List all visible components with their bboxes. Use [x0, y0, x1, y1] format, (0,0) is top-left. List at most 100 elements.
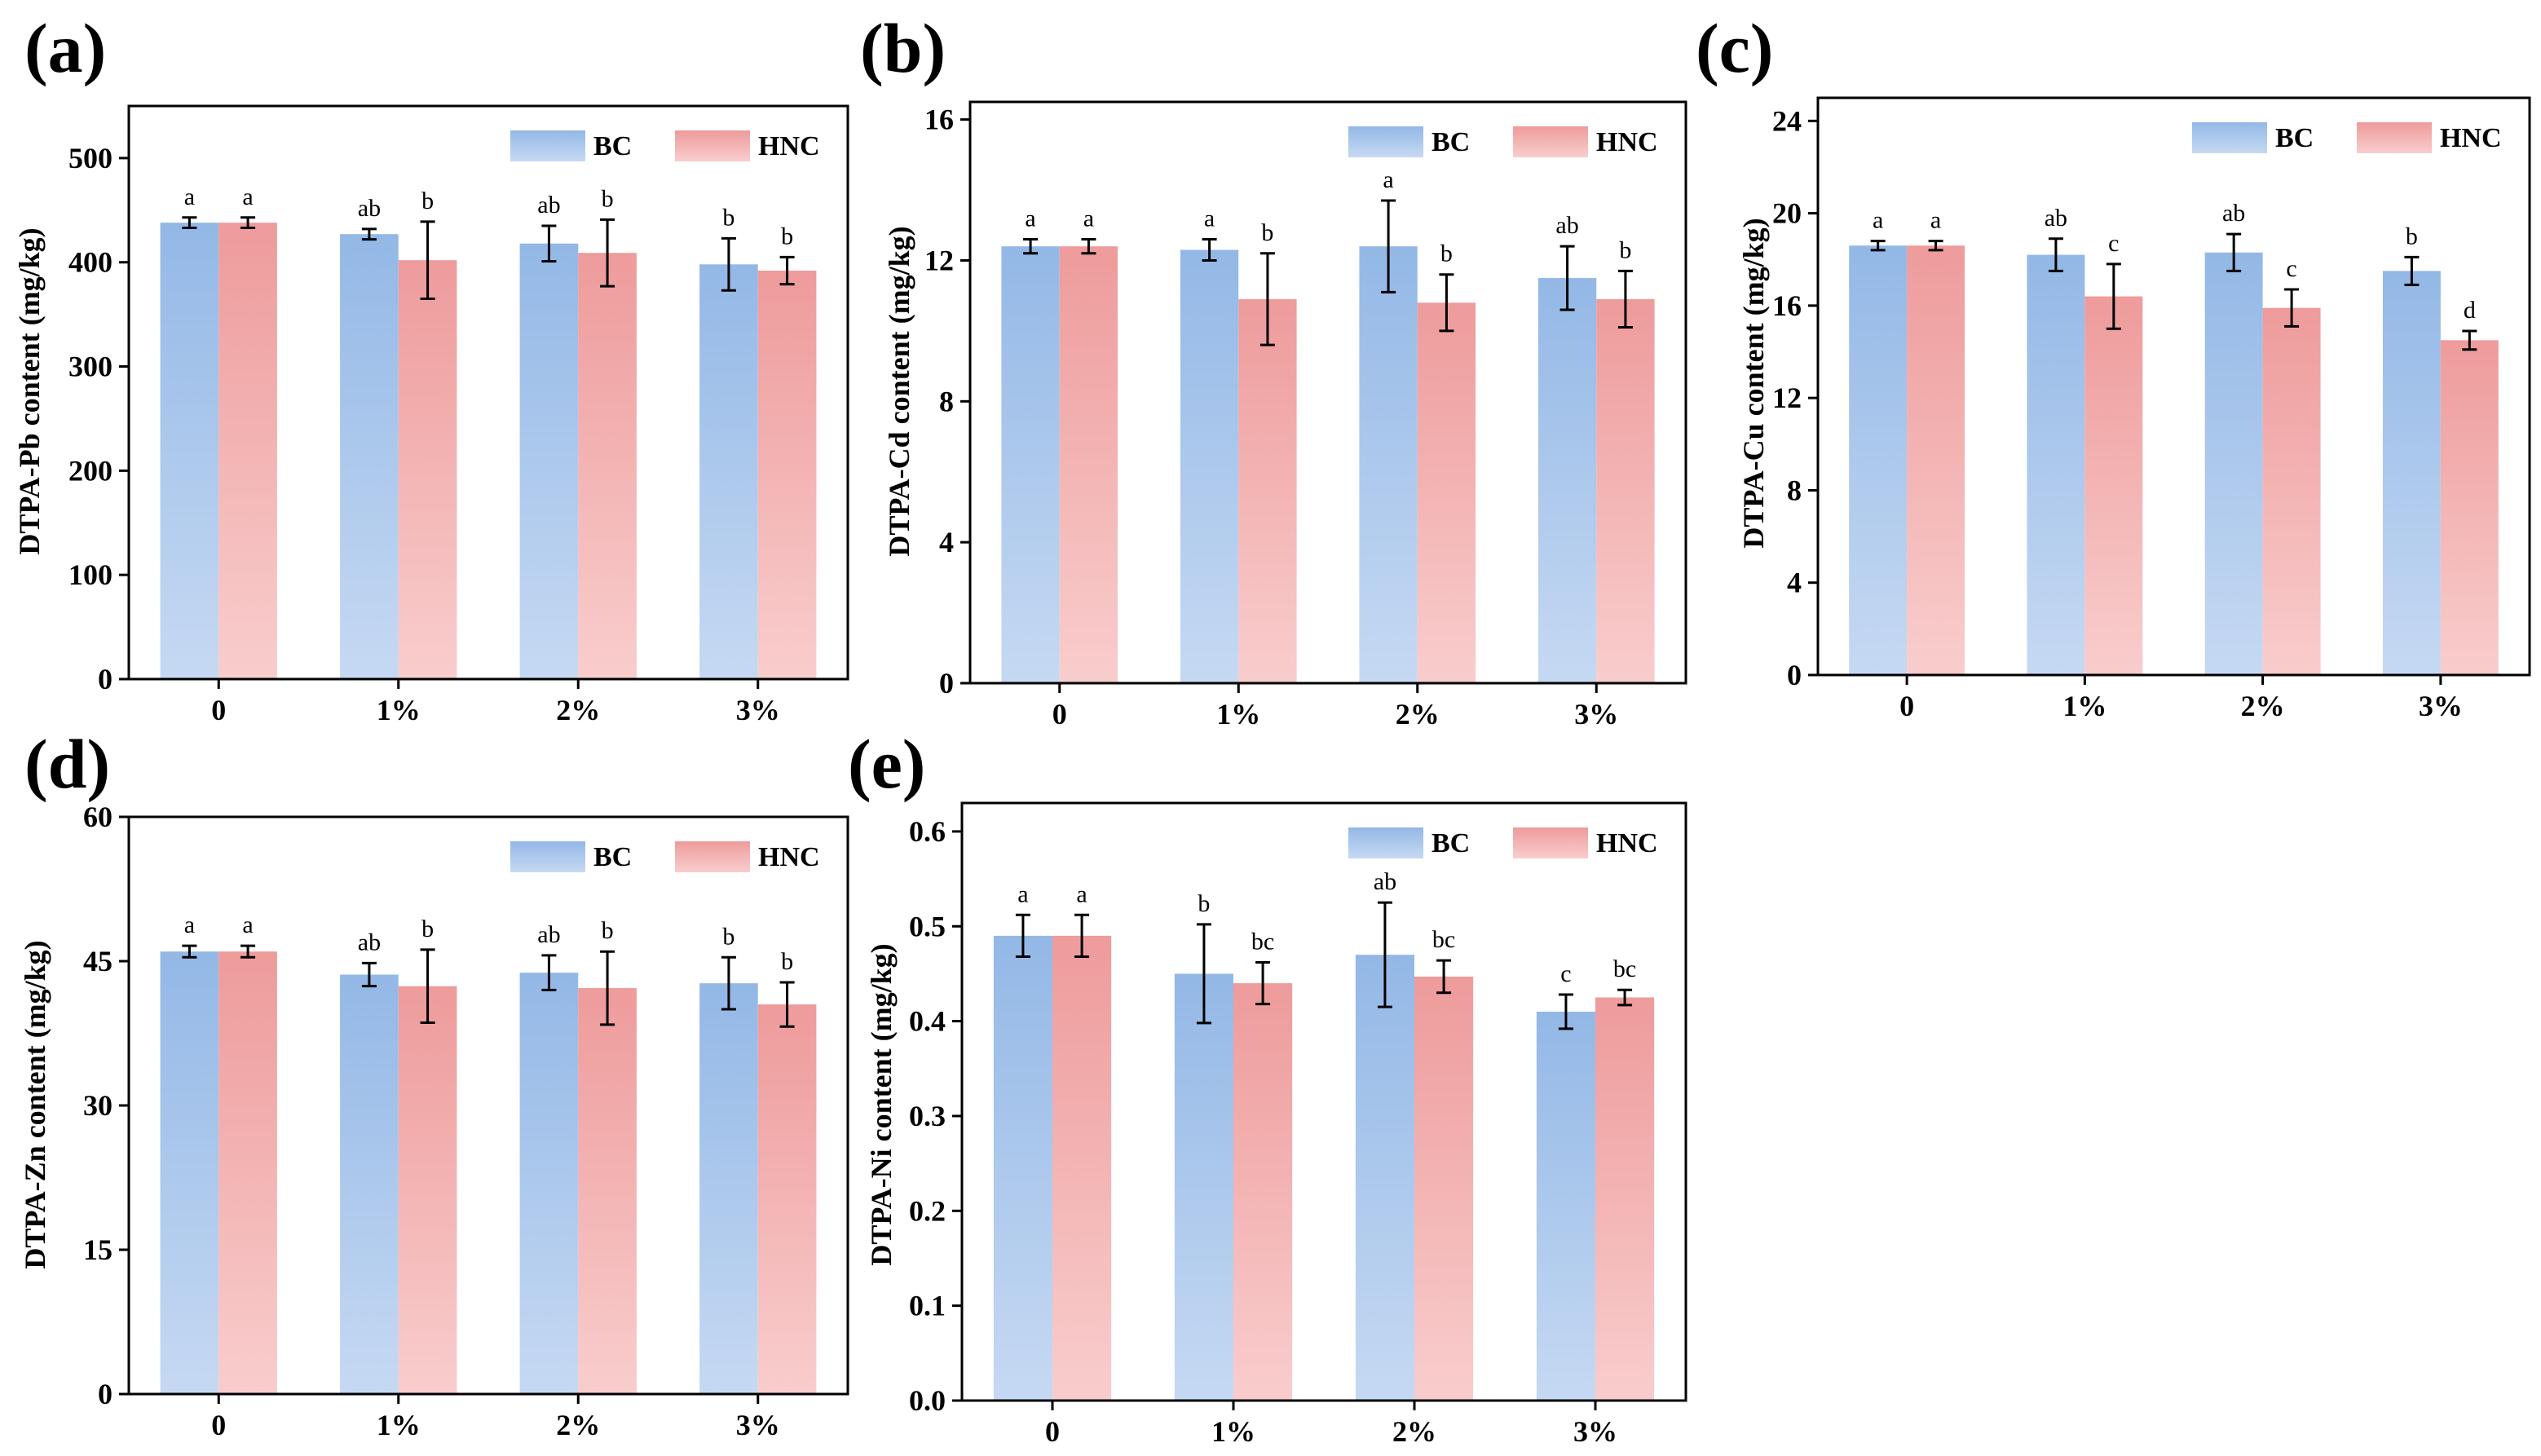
- bar-HNC: [1907, 245, 1965, 675]
- bar-HNC: [1052, 935, 1112, 1401]
- significance-letter: c: [1560, 960, 1571, 987]
- significance-letter: b: [421, 916, 434, 942]
- significance-letter: b: [1261, 219, 1273, 246]
- y-tick-label: 0.2: [909, 1194, 946, 1227]
- legend-swatch-BC: [1348, 827, 1423, 858]
- bar-BC: [2382, 271, 2441, 675]
- significance-letter: bc: [1251, 928, 1274, 955]
- legend-label-HNC: HNC: [2440, 123, 2502, 153]
- significance-letter: b: [781, 223, 793, 249]
- bar-BC: [1355, 955, 1414, 1401]
- legend-label-HNC: HNC: [1596, 828, 1658, 858]
- legend-label-HNC: HNC: [1596, 127, 1658, 157]
- significance-letter: b: [2406, 223, 2418, 249]
- x-tick-label: 1%: [377, 1409, 421, 1441]
- legend-label-BC: BC: [1432, 127, 1470, 157]
- significance-letter: ab: [2222, 200, 2245, 227]
- significance-letter: a: [242, 183, 253, 210]
- legend-swatch-BC: [510, 130, 585, 161]
- y-tick-label: 12: [1772, 382, 1802, 414]
- x-tick-label: 3%: [736, 1409, 780, 1441]
- significance-letter: c: [2108, 230, 2119, 257]
- significance-letter: b: [602, 917, 614, 944]
- significance-letter: a: [1204, 205, 1215, 232]
- significance-letter: c: [2286, 255, 2296, 282]
- legend-swatch-HNC: [675, 130, 750, 161]
- x-tick-label: 3%: [2419, 690, 2463, 722]
- panel-label: (e): [848, 725, 925, 803]
- bar-HNC: [757, 1004, 817, 1394]
- bar-BC: [160, 223, 219, 679]
- y-tick-label: 200: [68, 454, 112, 487]
- y-tick-label: 16: [924, 104, 954, 136]
- x-tick-label: 3%: [736, 694, 780, 726]
- significance-letter: d: [2464, 297, 2476, 324]
- bar-HNC: [398, 986, 457, 1394]
- y-tick-label: 0: [1787, 659, 1802, 691]
- significance-letter: bc: [1432, 926, 1455, 953]
- bar-HNC: [218, 951, 277, 1394]
- bar-BC: [519, 243, 579, 680]
- y-tick-label: 0.1: [909, 1290, 946, 1322]
- significance-letter: a: [1076, 880, 1087, 907]
- significance-letter: b: [722, 204, 735, 231]
- y-tick-label: 20: [1772, 197, 1802, 230]
- x-tick-label: 0: [211, 694, 226, 726]
- significance-letter: bc: [1613, 955, 1636, 982]
- chart-panel: (a) DTPA-Pb content (mg/kg) a a 0 ab b 1% ab b 2% b…: [13, 9, 849, 726]
- chart-panel: (c) DTPA-Cu content (mg/kg) a a 0 ab c 1% ab c 2% b…: [1696, 9, 2531, 722]
- bar-HNC: [1059, 246, 1118, 684]
- significance-letter: ab: [2045, 205, 2067, 232]
- plot-frame: [968, 100, 1687, 685]
- y-tick-label: 0.5: [909, 910, 946, 942]
- bar-BC: [1849, 245, 1908, 675]
- bar-HNC: [218, 223, 277, 679]
- bar-BC: [1174, 973, 1233, 1401]
- chart-panel: (e) DTPA-Ni content (mg/kg) a a 0 b bc 1% ab bc 2%…: [848, 725, 1687, 1448]
- y-axis-title: DTPA-Zn content (mg/kg): [19, 940, 51, 1268]
- significance-letter: b: [421, 188, 434, 214]
- legend-swatch-HNC: [675, 841, 750, 872]
- bar-BC: [1536, 1011, 1595, 1401]
- significance-letter: b: [602, 185, 614, 212]
- significance-letter: b: [781, 948, 793, 975]
- x-tick-label: 2%: [1396, 698, 1440, 730]
- bar-BC: [340, 234, 399, 679]
- y-tick-label: 15: [83, 1233, 112, 1266]
- x-tick-label: 0: [1899, 690, 1914, 722]
- x-tick-label: 0: [1045, 1415, 1060, 1448]
- legend-label-BC: BC: [593, 842, 632, 872]
- panel-label: (b): [860, 9, 946, 87]
- bar-BC: [699, 264, 758, 679]
- bar-HNC: [578, 253, 637, 679]
- y-axis-title: DTPA-Cd content (mg/kg): [883, 226, 915, 556]
- y-tick-label: 0: [98, 1378, 112, 1410]
- panel-label: (c): [1696, 9, 1773, 87]
- y-tick-label: 16: [1772, 289, 1802, 322]
- significance-letter: b: [1619, 236, 1631, 263]
- y-tick-label: 60: [83, 801, 112, 833]
- bar-BC: [2204, 252, 2263, 675]
- significance-letter: b: [1198, 890, 1210, 917]
- bar-BC: [160, 951, 219, 1394]
- bar-BC: [699, 983, 758, 1394]
- bar-BC: [340, 974, 399, 1394]
- y-tick-label: 100: [68, 558, 112, 591]
- y-tick-label: 4: [1787, 567, 1802, 599]
- significance-letter: a: [184, 183, 195, 210]
- x-tick-label: 3%: [1573, 1415, 1617, 1448]
- x-tick-label: 2%: [1392, 1415, 1436, 1448]
- legend-label-HNC: HNC: [758, 131, 820, 161]
- significance-letter: ab: [358, 195, 381, 222]
- bar-HNC: [757, 270, 817, 679]
- chart-panel: (b)DTPA-Cd content (mg/kg)a a0ab1%ab2%abb…: [860, 9, 1687, 730]
- bar-HNC: [1233, 983, 1293, 1401]
- bar-HNC: [1596, 298, 1655, 683]
- bar-HNC: [1238, 298, 1297, 683]
- bar-HNC: [1417, 302, 1476, 683]
- y-axis-title: DTPA-Cu content (mg/kg): [1737, 218, 1770, 548]
- bar-BC: [1001, 246, 1060, 684]
- bar-BC: [2027, 254, 2085, 675]
- y-tick-label: 0.0: [909, 1384, 946, 1417]
- bar-HNC: [2440, 340, 2499, 675]
